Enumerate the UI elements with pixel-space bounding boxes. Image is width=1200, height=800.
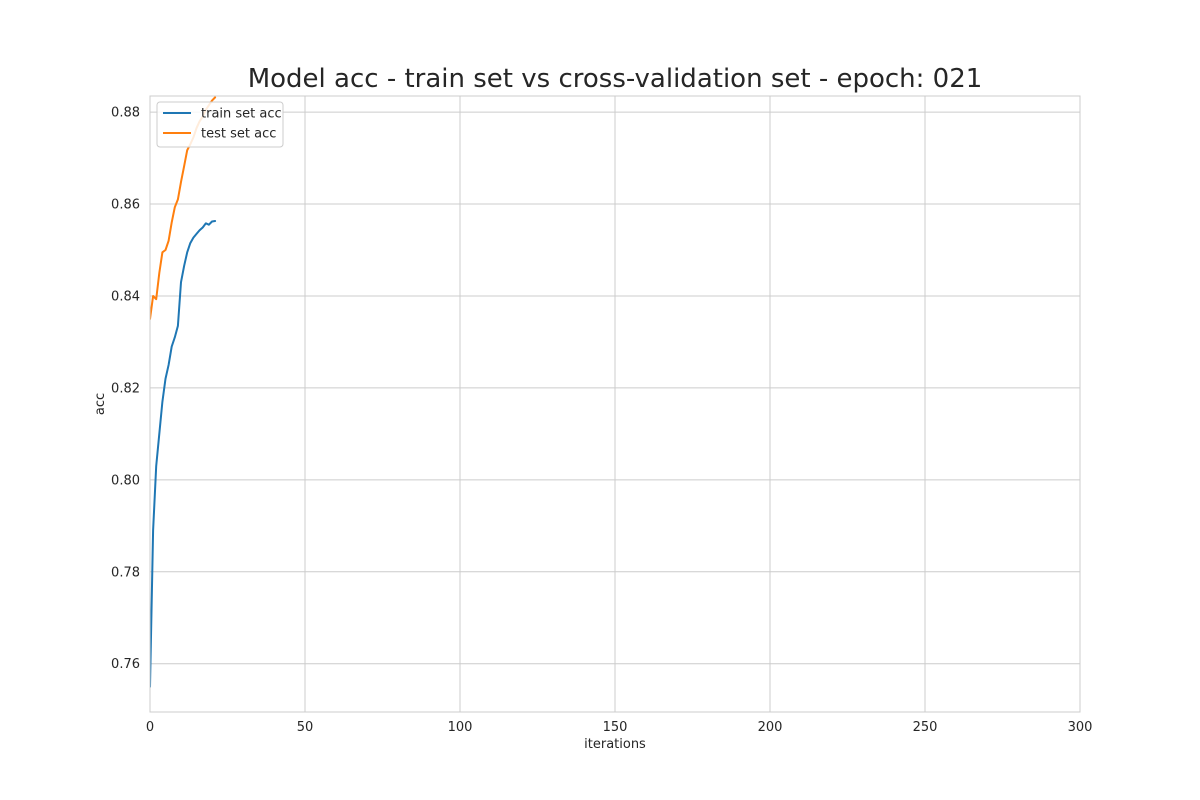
y-tick-label: 0.84 — [111, 289, 140, 304]
x-tick-label: 150 — [603, 720, 628, 735]
plot-frame — [149, 95, 1081, 713]
legend-label: train set acc — [201, 107, 282, 122]
x-tick-label: 250 — [913, 720, 938, 735]
chart-title: Model acc - train set vs cross-validatio… — [248, 64, 983, 94]
x-tick-labels: 0 50 100 150 200 250 300 — [146, 720, 1093, 735]
y-tick-label: 0.82 — [111, 381, 140, 396]
x-tick-label: 300 — [1068, 720, 1093, 735]
legend-label: test set acc — [201, 127, 276, 142]
x-tick-label: 0 — [146, 720, 154, 735]
y-tick-label: 0.86 — [111, 198, 140, 213]
y-tick-label: 0.76 — [111, 657, 140, 672]
y-tick-label: 0.88 — [111, 106, 140, 121]
x-tick-label: 100 — [448, 720, 473, 735]
x-axis-label: iterations — [584, 737, 646, 752]
legend: train set acc test set acc — [156, 101, 284, 148]
y-tick-label: 0.80 — [111, 473, 140, 488]
y-axis-label: acc — [93, 393, 108, 415]
x-tick-label: 200 — [758, 720, 783, 735]
series-line-train — [150, 220, 217, 688]
y-tick-labels: 0.76 0.78 0.80 0.82 0.84 0.86 0.88 — [111, 106, 140, 673]
x-tick-label: 50 — [297, 720, 314, 735]
y-tick-label: 0.78 — [111, 565, 140, 580]
